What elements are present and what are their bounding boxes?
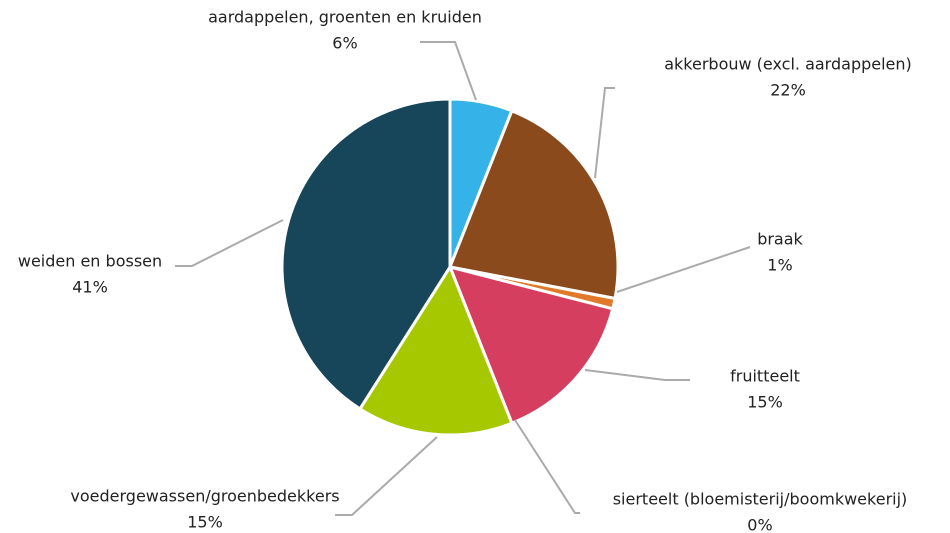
slice-label: akkerbouw (excl. aardappelen) xyxy=(664,55,912,74)
leader-line xyxy=(514,419,580,514)
slice-value-label: 6% xyxy=(332,34,357,53)
leader-line xyxy=(616,246,751,293)
slice-value-label: 15% xyxy=(747,393,783,412)
slice-label: fruitteelt xyxy=(730,367,800,386)
pie-slice xyxy=(357,263,514,437)
slice-label: sierteelt (bloemisterij/boomkwekerij) xyxy=(613,490,908,509)
pie-slice xyxy=(447,108,620,301)
leader-line xyxy=(335,436,438,516)
slice-value-label: 22% xyxy=(770,81,806,100)
pie-slice xyxy=(447,264,615,426)
leader-line xyxy=(594,87,615,179)
slice-label: aardappelen, groenten en kruiden xyxy=(208,8,482,27)
slice-value-label: 15% xyxy=(187,513,223,532)
slice-label: voedergewassen/groenbedekkers xyxy=(70,487,339,506)
leader-line xyxy=(584,369,690,381)
slice-value-label: 1% xyxy=(767,256,792,275)
leader-line xyxy=(175,219,284,267)
slice-value-label: 0% xyxy=(747,516,772,533)
pie-slice xyxy=(280,97,452,411)
slice-label: braak xyxy=(757,230,803,249)
leader-line xyxy=(420,41,477,101)
slice-label: weiden en bossen xyxy=(18,252,162,271)
slice-value-label: 41% xyxy=(72,278,108,297)
